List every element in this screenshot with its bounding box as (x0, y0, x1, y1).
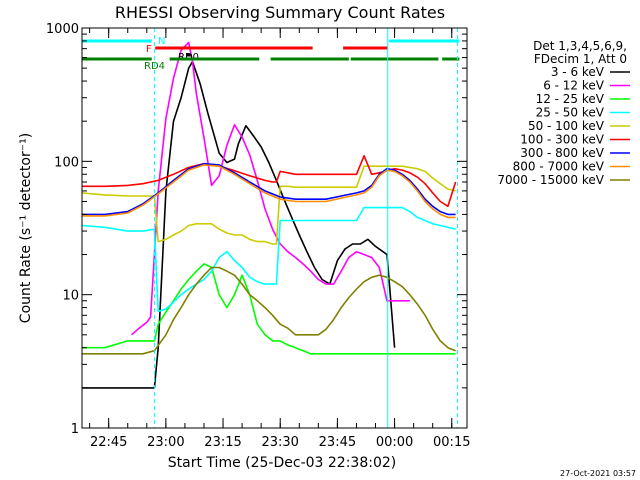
state-bar-rd0 (186, 53, 191, 57)
state-bar-rd4 (169, 57, 260, 61)
legend-label-50-100-kev: 50 - 100 keV (528, 119, 605, 133)
state-bar-label-n: N (158, 36, 165, 47)
state-bar-label-f: F (146, 44, 152, 55)
legend-label-25-50-kev: 25 - 50 keV (536, 106, 605, 120)
chart-title: RHESSI Observing Summary Count Rates (115, 3, 445, 22)
series-line-7000-15000-kev (82, 266, 456, 355)
x-tick-label: 23:30 (261, 435, 298, 450)
series-line-100-300-kev (82, 155, 457, 208)
series-line-3-6-kev (82, 60, 396, 389)
state-bar-rd4 (350, 57, 439, 61)
state-bar-rd4 (442, 57, 460, 61)
y-tick-label: 1 (71, 422, 79, 437)
series-line-25-50-kev (82, 206, 456, 313)
legend-label-300-800-kev: 300 - 800 keV (520, 146, 604, 160)
state-bar-rd4 (82, 57, 152, 61)
state-bar-f (155, 46, 313, 50)
x-tick-label: 22:45 (90, 435, 127, 450)
x-tick-label: 23:00 (147, 435, 184, 450)
y-tick-label: 10 (62, 289, 79, 304)
series-layer (82, 41, 457, 389)
legend-label-3-6-kev: 3 - 6 keV (551, 65, 605, 79)
x-axis: 22:45 23:00 23:15 23:30 23:45 00:00 00:15 (89, 28, 470, 450)
x-axis-label: Start Time (25-Dec-03 22:38:02) (168, 455, 396, 471)
series-line-50-100-kev (82, 165, 456, 245)
y-tick-label: 1000 (46, 22, 79, 37)
state-bar-n (388, 39, 460, 43)
legend-label-6-12-kev: 6 - 12 keV (543, 79, 605, 93)
series-line-800-7000-kev (82, 164, 456, 219)
plot-frame (81, 27, 468, 429)
series-line-300-800-kev (82, 162, 456, 216)
y-axis: 1 10 100 1000 (46, 22, 467, 437)
legend: Det 1,3,4,5,6,9,FDecim 1, Att 03 - 6 keV… (497, 39, 630, 187)
x-tick-label: 23:45 (319, 435, 356, 450)
x-tick-label: 23:15 (204, 435, 241, 450)
series-line-6-12-kev (131, 41, 410, 336)
legend-label-800-7000-kev: 800 - 7000 keV (513, 160, 605, 174)
series-line-12-25-kev (82, 263, 456, 355)
legend-label-100-300-kev: 100 - 300 keV (520, 133, 604, 147)
vertical-markers-layer (153, 28, 458, 428)
x-tick-label: 00:15 (433, 435, 470, 450)
state-bar-f (343, 46, 389, 50)
y-axis-label: Count Rate (s⁻¹ detector⁻¹) (18, 133, 34, 323)
legend-label-7000-15000-kev: 7000 - 15000 keV (497, 173, 604, 187)
state-bar-n (82, 39, 152, 43)
y-tick-label: 100 (54, 155, 79, 170)
legend-header-line: FDecim 1, Att 0 (534, 52, 627, 66)
x-tick-label: 00:00 (376, 435, 413, 450)
legend-label-12-25-kev: 12 - 25 keV (536, 92, 605, 106)
footer-timestamp: 27-Oct-2021 03:57 (560, 469, 636, 478)
legend-header-line: Det 1,3,4,5,6,9, (533, 39, 627, 53)
state-bar-rd4 (270, 57, 349, 61)
